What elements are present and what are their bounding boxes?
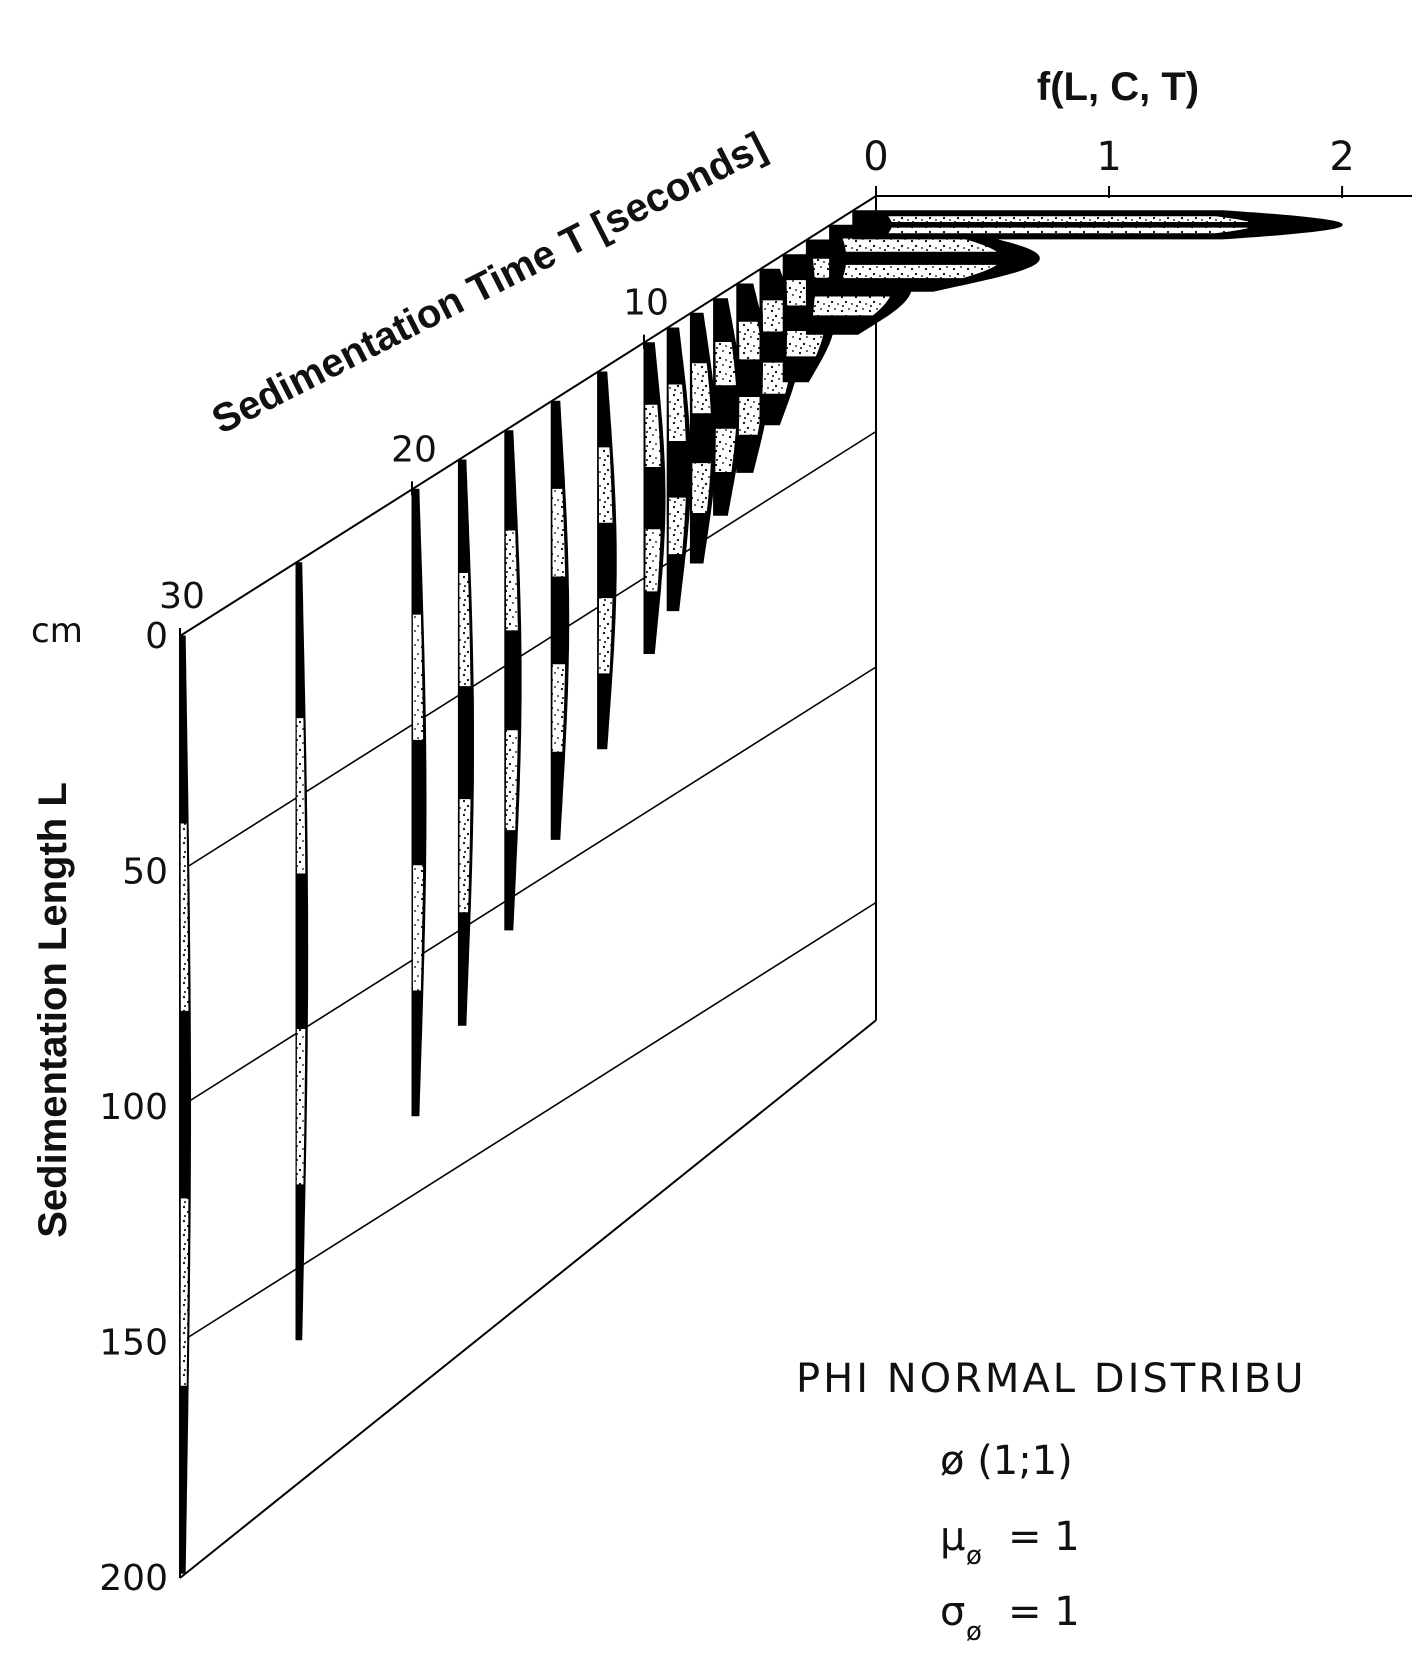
- series-stipple-band: [505, 530, 518, 631]
- annotation-title: PHI NORMAL DISTRIBU: [796, 1356, 1307, 1402]
- series-stipple-band: [598, 447, 613, 523]
- annotation-mu: μ ø = 1: [940, 1514, 1080, 1571]
- series-stipple-band: [842, 264, 997, 279]
- series-curve: [666, 327, 691, 612]
- length-tick-label: 50: [122, 852, 168, 893]
- top-tick-label: 0: [863, 134, 888, 180]
- top-tick-label: 1: [1096, 134, 1121, 180]
- series-stipple-band: [692, 463, 711, 513]
- time-tick-label: 30: [159, 576, 205, 617]
- series-stipple-band: [738, 397, 763, 435]
- length-tick-label: 150: [99, 1323, 168, 1364]
- series-curve: [597, 371, 617, 750]
- series-stipple-band: [888, 227, 1250, 234]
- mu-value: = 1: [1008, 1514, 1080, 1560]
- series-stipple-band: [888, 216, 1250, 222]
- series-layer: [179, 210, 1343, 1574]
- series-stipple-band: [692, 363, 711, 414]
- series-curve: [504, 430, 522, 931]
- series-shape: [550, 400, 570, 840]
- series-curve: [689, 312, 717, 564]
- series-stipple-band: [598, 598, 613, 674]
- series-curve: [457, 459, 474, 1026]
- series-shape: [689, 312, 717, 564]
- distribution-annotation: PHI NORMAL DISTRIBU ø (1;1) μ ø = 1 σ ø …: [796, 1356, 1307, 1647]
- annotation-phi-params: ø (1;1): [940, 1438, 1073, 1484]
- time-axis-label: Sedimentation Time T [seconds]: [205, 124, 773, 442]
- length-tick-label: 0: [145, 616, 168, 657]
- series-stipple-band: [459, 799, 471, 913]
- time-tick-label: 10: [623, 283, 669, 324]
- series-stipple-band: [412, 614, 424, 740]
- series-shape: [457, 459, 474, 1026]
- series-stipple-band: [715, 342, 736, 386]
- series-stipple-band: [812, 296, 890, 316]
- series-stipple-band: [645, 404, 661, 467]
- series-stipple-band: [412, 865, 424, 991]
- series-stipple-band: [505, 730, 518, 831]
- top-axis-label: f(L, C, T): [1037, 65, 1199, 109]
- sigma-symbol: σ: [940, 1589, 965, 1635]
- length-axis-unit: cm: [31, 611, 83, 651]
- series-stipple-band: [668, 497, 686, 555]
- series-shape: [295, 562, 309, 1341]
- series-curve: [852, 210, 1343, 240]
- series-curve: [411, 488, 427, 1117]
- length-tick-label: 100: [99, 1087, 168, 1128]
- series-curve: [829, 224, 1040, 292]
- series-stipple-band: [459, 573, 471, 687]
- series-stipple-band: [296, 718, 306, 874]
- series-stipple-band: [180, 1198, 189, 1386]
- series-stipple-band: [645, 529, 661, 592]
- bottom-edge: [179, 1019, 877, 1579]
- annotation-sigma: σ ø = 1: [940, 1589, 1080, 1647]
- series-stipple-band: [552, 488, 566, 577]
- series-stipple-band: [180, 823, 189, 1011]
- series-shape: [597, 371, 617, 750]
- grid-line-L: [179, 901, 877, 1344]
- series-curve: [643, 342, 666, 654]
- series-shape: [504, 430, 522, 931]
- series-curve: [295, 562, 309, 1341]
- series-stipple-band: [715, 428, 736, 472]
- series-curve: [550, 400, 570, 840]
- series-stipple-band: [552, 664, 566, 752]
- series-stipple-band: [668, 384, 686, 441]
- top-tick-label: 2: [1329, 134, 1354, 180]
- series-shape: [666, 327, 691, 612]
- series-curve: [179, 635, 191, 1574]
- sigma-subscript: ø: [966, 1617, 982, 1647]
- time-tick-label: 20: [391, 429, 437, 470]
- series-shape: [852, 210, 1343, 240]
- length-axis-label: Sedimentation Length L: [31, 782, 75, 1238]
- series-stipple-band: [842, 238, 997, 252]
- length-tick-label: 200: [99, 1558, 168, 1599]
- series-stipple-band: [786, 331, 825, 357]
- series-shape: [179, 635, 191, 1574]
- series-stipple-band: [296, 1029, 306, 1185]
- series-stipple-band: [738, 321, 763, 360]
- sigma-value: = 1: [1008, 1589, 1080, 1635]
- series-curve: [713, 298, 743, 516]
- mu-symbol: μ: [940, 1514, 965, 1560]
- grid-line-L: [179, 430, 877, 873]
- series-shape: [643, 342, 666, 654]
- series-shape: [411, 488, 427, 1117]
- grid-line-L: [179, 666, 877, 1108]
- mu-subscript: ø: [966, 1541, 982, 1571]
